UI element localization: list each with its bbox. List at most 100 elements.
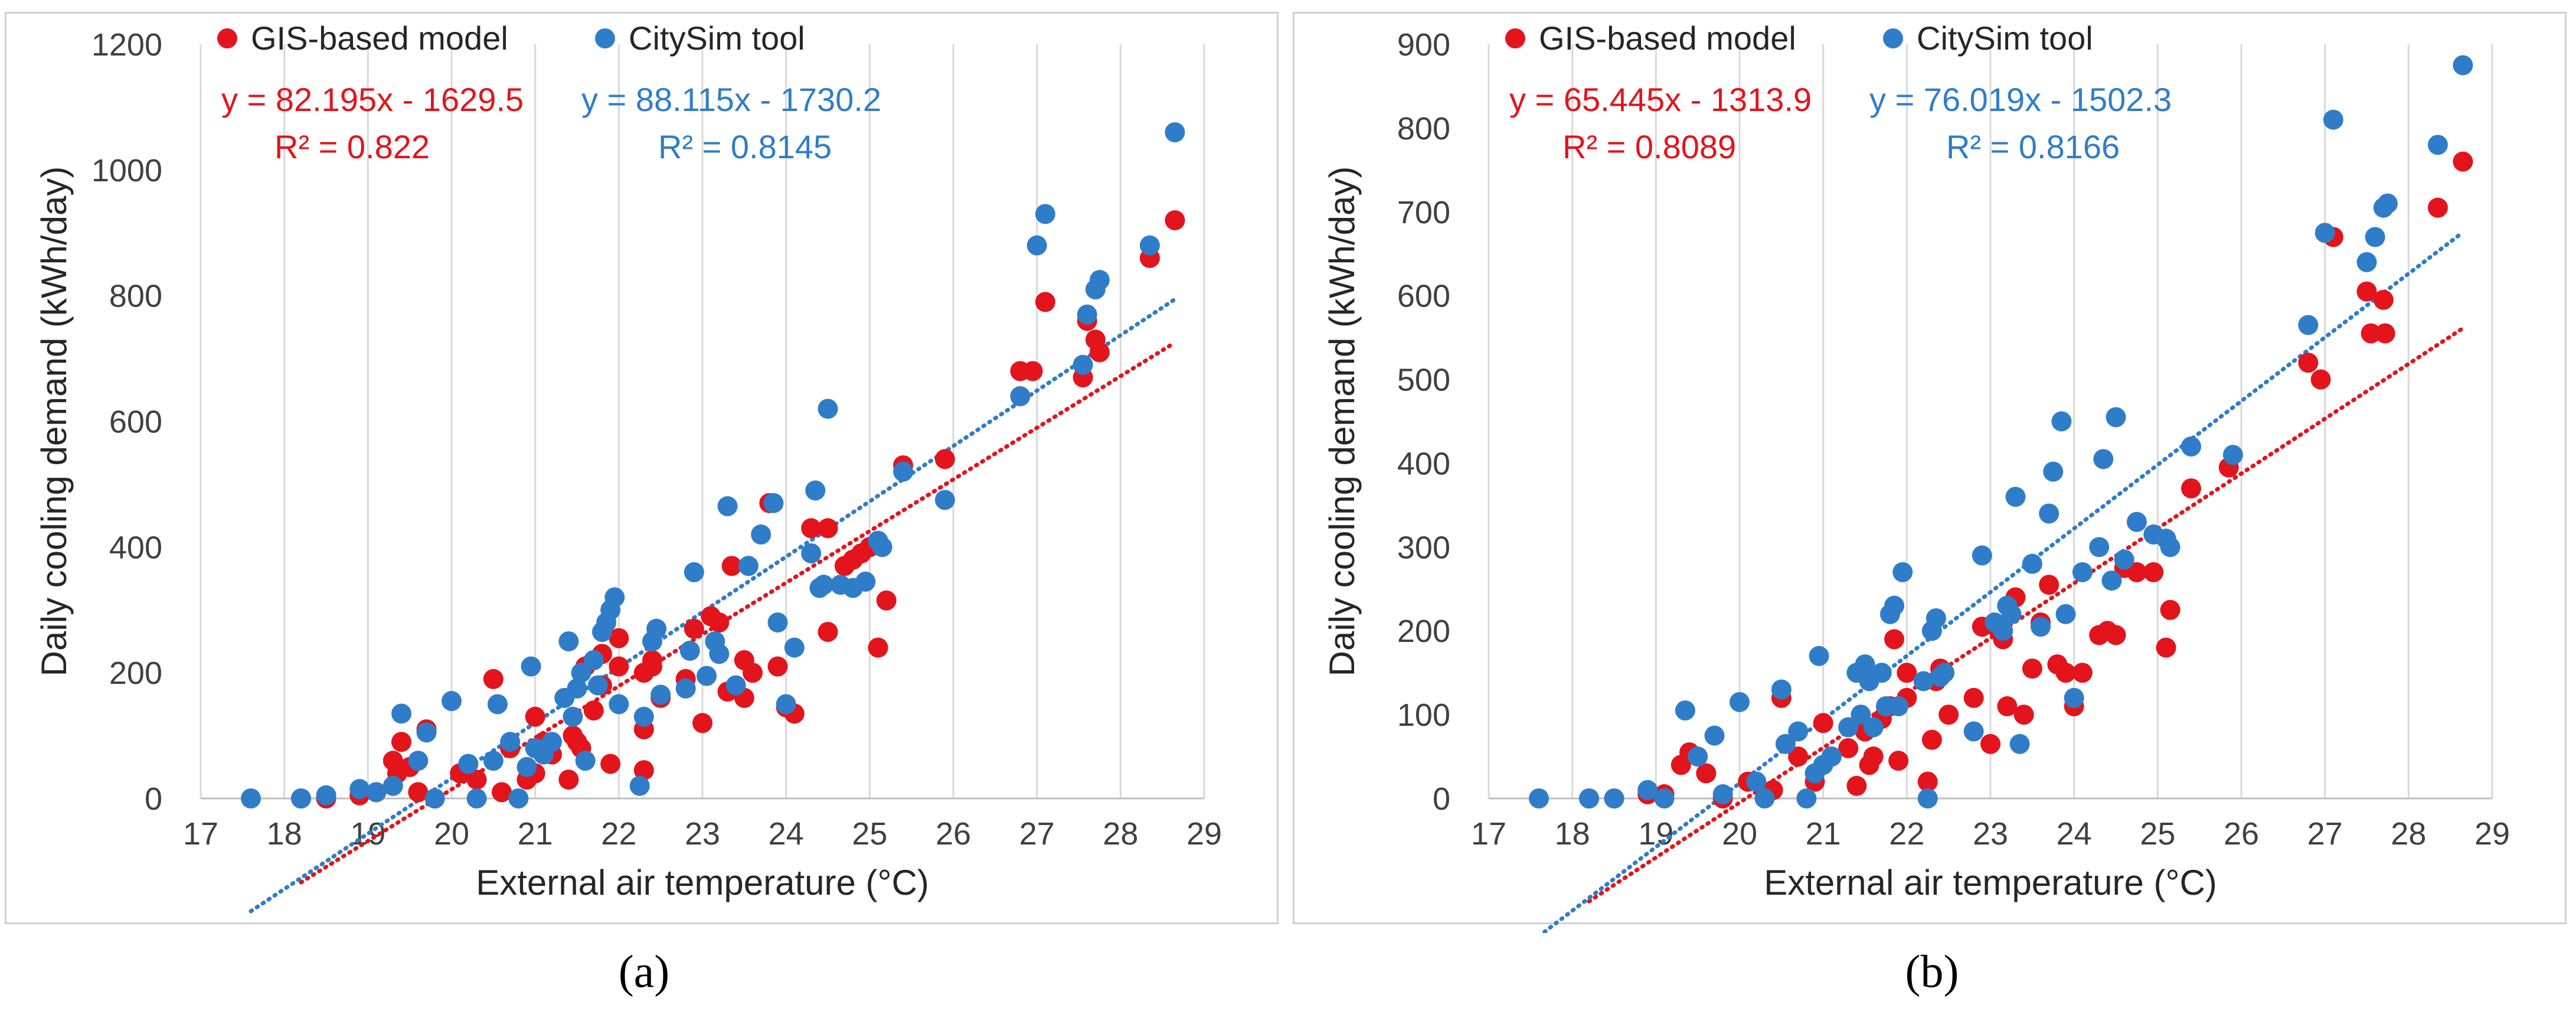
x-tick-label: 23 [1973, 816, 2008, 852]
data-point-citysim [2453, 55, 2473, 76]
data-point-citysim [813, 575, 834, 595]
data-point-citysim [416, 722, 437, 743]
x-tick-label: 24 [2057, 816, 2092, 852]
data-point-gis [709, 612, 730, 633]
data-point-gis [600, 754, 621, 774]
data-point-citysim [650, 684, 671, 705]
data-point-citysim [516, 757, 537, 777]
data-point-gis [2072, 663, 2093, 683]
data-point-citysim [2323, 109, 2343, 130]
y-tick-label: 800 [109, 279, 162, 314]
data-point-citysim [2114, 549, 2134, 570]
data-point-citysim [2031, 617, 2051, 637]
data-point-citysim [1788, 721, 1809, 742]
data-point-citysim [1972, 545, 1992, 566]
data-point-citysim [679, 640, 700, 661]
data-point-citysim [709, 644, 730, 664]
data-point-citysim [1884, 595, 1905, 616]
y-tick-label: 900 [1397, 27, 1450, 63]
data-point-gis [2055, 663, 2076, 683]
x-tick-label: 20 [1722, 816, 1757, 852]
data-point-citysim [855, 571, 876, 592]
data-point-citysim [1746, 771, 1767, 792]
x-tick-label: 26 [2224, 816, 2259, 852]
data-point-citysim [487, 694, 508, 715]
data-point-citysim [383, 775, 403, 796]
data-point-citysim [2101, 570, 2122, 591]
data-point-citysim [571, 663, 591, 683]
data-point-citysim [2356, 252, 2377, 272]
data-point-citysim [2055, 604, 2076, 624]
data-point-citysim [2093, 449, 2114, 469]
legend-marker [1505, 28, 1525, 48]
data-point-gis [2453, 151, 2473, 172]
data-point-citysim [1730, 692, 1750, 712]
data-point-citysim [2001, 604, 2022, 624]
data-point-citysim [458, 754, 479, 774]
y-tick-label: 400 [1397, 446, 1450, 481]
data-point-gis [483, 669, 504, 689]
data-point-gis [2143, 562, 2164, 582]
y-tick-label: 100 [1397, 697, 1450, 733]
data-point-citysim [1654, 788, 1675, 808]
data-point-citysim [1529, 788, 1549, 808]
data-point-citysim [2039, 503, 2060, 524]
data-point-gis [818, 621, 838, 642]
y-tick-label: 1200 [91, 27, 162, 63]
data-point-gis [2375, 323, 2395, 344]
data-point-gis [2039, 575, 2060, 595]
data-point-gis [1165, 210, 1185, 230]
data-point-citysim [725, 675, 746, 696]
data-point-gis [801, 518, 822, 539]
trendline-equation: y = 82.195x - 1629.5 [221, 81, 524, 118]
x-tick-label: 24 [769, 816, 804, 852]
panel-caption-a: (a) [618, 945, 670, 997]
y-tick-label: 400 [109, 530, 162, 565]
data-point-citysim [2009, 733, 2030, 754]
x-tick-label: 21 [518, 816, 553, 852]
data-point-gis [1980, 733, 2000, 754]
x-tick-label: 21 [1806, 816, 1841, 852]
data-point-citysim [1604, 788, 1624, 808]
data-point-citysim [483, 751, 504, 771]
data-point-gis [2298, 353, 2319, 373]
x-tick-label: 18 [1555, 816, 1590, 852]
data-point-citysim [316, 785, 336, 806]
x-axis-title: External air temperature (°C) [476, 863, 929, 902]
trendline-equation: y = 76.019x - 1502.3 [1869, 81, 2172, 118]
y-axis-title: Daily cooling demand (kWh/day) [1322, 167, 1362, 677]
data-point-gis [2427, 197, 2448, 218]
data-point-citysim [1775, 733, 1796, 754]
data-point-citysim [2181, 436, 2201, 457]
data-point-gis [2160, 599, 2181, 620]
data-point-citysim [1077, 304, 1097, 325]
r-squared-label: R² = 0.8166 [1946, 128, 2120, 165]
data-point-citysim [604, 587, 625, 608]
data-point-citysim [609, 694, 629, 715]
data-point-citysim [366, 782, 387, 803]
data-point-citysim [738, 556, 759, 576]
legend-label: CitySim tool [629, 19, 805, 57]
data-point-citysim [751, 524, 772, 545]
data-point-gis [525, 706, 545, 727]
data-point-citysim [1139, 235, 1160, 256]
r-squared-label: R² = 0.8089 [1562, 128, 1736, 165]
data-point-citysim [2072, 562, 2093, 582]
x-tick-label: 22 [1889, 816, 1924, 852]
data-point-gis [1035, 292, 1055, 312]
y-tick-label: 0 [145, 781, 162, 817]
data-point-gis [934, 449, 955, 469]
data-point-citysim [2298, 315, 2319, 335]
data-point-gis [818, 518, 838, 539]
data-point-citysim [1035, 204, 1055, 224]
data-point-citysim [872, 537, 893, 557]
data-point-gis [1846, 775, 1867, 796]
data-point-gis [1022, 361, 1043, 382]
data-point-citysim [1892, 562, 1913, 582]
data-point-citysim [767, 612, 788, 633]
data-point-citysim [587, 675, 608, 696]
x-tick-label: 17 [183, 816, 218, 852]
x-tick-label: 27 [1019, 816, 1055, 852]
data-point-citysim [1165, 122, 1185, 142]
data-point-citysim [291, 788, 311, 808]
